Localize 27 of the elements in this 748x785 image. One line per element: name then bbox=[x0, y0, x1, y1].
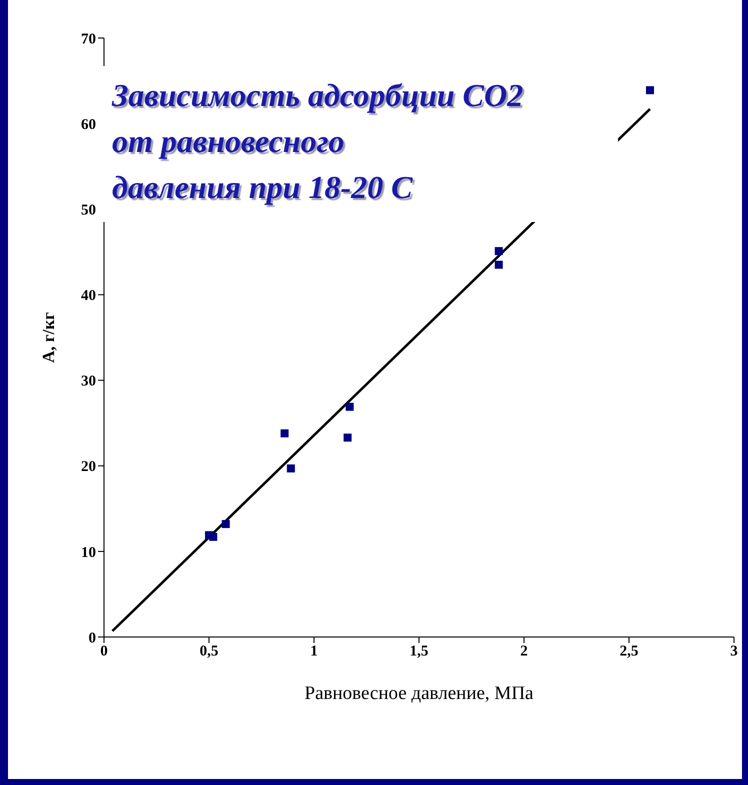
x-tick-label: 3 bbox=[730, 644, 738, 660]
x-tick-label: 2 bbox=[520, 644, 528, 660]
x-tick-label: 1,5 bbox=[410, 644, 428, 660]
y-tick-label: 10 bbox=[81, 544, 96, 561]
point bbox=[286, 464, 295, 472]
point bbox=[346, 402, 354, 411]
x-tick-label: 2,5 bbox=[620, 644, 638, 660]
y-tick-label: 60 bbox=[81, 116, 96, 133]
y-tick-label: 30 bbox=[81, 374, 96, 390]
point bbox=[646, 86, 654, 94]
y-tick-label: 70 bbox=[81, 31, 96, 48]
x-tick-label: 0,5 bbox=[200, 644, 218, 660]
y-tick-label: 20 bbox=[81, 459, 96, 476]
x-tick-label: 1 bbox=[310, 644, 318, 660]
x-axis-title: Равновесное давление, МПа bbox=[304, 683, 534, 704]
point bbox=[494, 247, 503, 256]
point bbox=[494, 260, 503, 269]
x-tick-label: 0 bbox=[100, 644, 108, 660]
y-tick-label: 50 bbox=[81, 202, 96, 218]
point bbox=[209, 532, 218, 541]
point bbox=[344, 434, 352, 442]
point bbox=[280, 429, 289, 438]
y-tick-label: 40 bbox=[81, 288, 96, 304]
y-tick-label: 0 bbox=[88, 630, 96, 646]
point bbox=[222, 520, 230, 528]
text-panel: Зависимость адсорбции CO2 от равновесного давления при 18-20 C bbox=[96, 66, 618, 222]
y-axis-title: А, г/кг bbox=[39, 312, 58, 363]
